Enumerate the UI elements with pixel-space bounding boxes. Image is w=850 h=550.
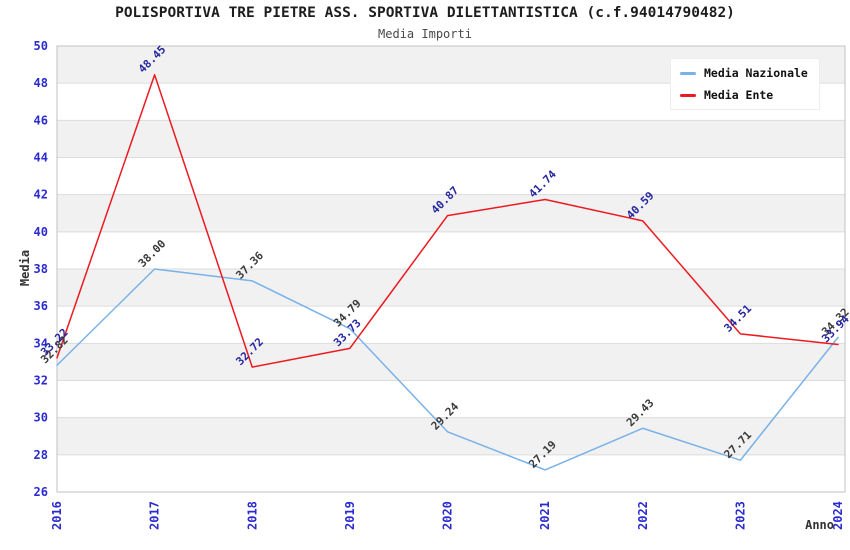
chart-title: POLISPORTIVA TRE PIETRE ASS. SPORTIVA DI… — [115, 5, 735, 21]
series-line-media-ente — [56, 74, 839, 368]
x-tick-label: 2018 — [245, 501, 259, 530]
chart-subtitle: Media Importi — [378, 27, 472, 41]
y-tick-label: 40 — [34, 225, 48, 239]
legend-item: Media Ente — [680, 88, 808, 102]
chart-legend: Media Nazionale Media Ente — [670, 58, 820, 110]
x-axis-title: Anno — [805, 518, 834, 532]
x-tick-label: 2022 — [636, 501, 650, 530]
x-tick-label: 2024 — [831, 501, 845, 530]
y-tick-label: 26 — [34, 485, 48, 499]
legend-swatch-line-icon — [680, 71, 696, 75]
x-tick-label: 2021 — [538, 501, 552, 530]
grid-band — [57, 120, 845, 158]
x-tick-label: 2020 — [441, 501, 455, 530]
y-tick-label: 36 — [34, 299, 48, 313]
y-tick-label: 48 — [34, 76, 48, 90]
y-tick-label: 44 — [34, 151, 48, 165]
y-tick-label: 50 — [34, 39, 48, 53]
y-tick-label: 46 — [34, 113, 48, 127]
y-tick-label: 38 — [34, 262, 48, 276]
x-tick-label: 2017 — [148, 501, 162, 530]
point-label: 38.00 — [136, 237, 169, 270]
x-tick-label: 2019 — [343, 501, 357, 530]
grid-band — [57, 269, 845, 307]
x-tick-label: 2016 — [50, 501, 64, 530]
x-tick-label: 2023 — [733, 501, 747, 530]
y-axis-title: Media — [18, 250, 32, 286]
legend-item: Media Nazionale — [680, 66, 808, 80]
legend-label: Media Ente — [704, 88, 774, 102]
grid-band — [57, 194, 845, 232]
legend-label: Media Nazionale — [704, 66, 808, 80]
y-tick-label: 30 — [34, 411, 48, 425]
y-tick-label: 42 — [34, 188, 48, 202]
plot-border — [56, 45, 846, 493]
y-tick-label: 34 — [34, 336, 48, 350]
grid-band — [57, 417, 845, 455]
y-tick-label: 28 — [34, 448, 48, 462]
grid-band — [57, 343, 845, 381]
legend-swatch-line-icon — [680, 93, 696, 97]
series-line-media-nazionale — [56, 268, 839, 471]
y-tick-label: 32 — [34, 374, 48, 388]
